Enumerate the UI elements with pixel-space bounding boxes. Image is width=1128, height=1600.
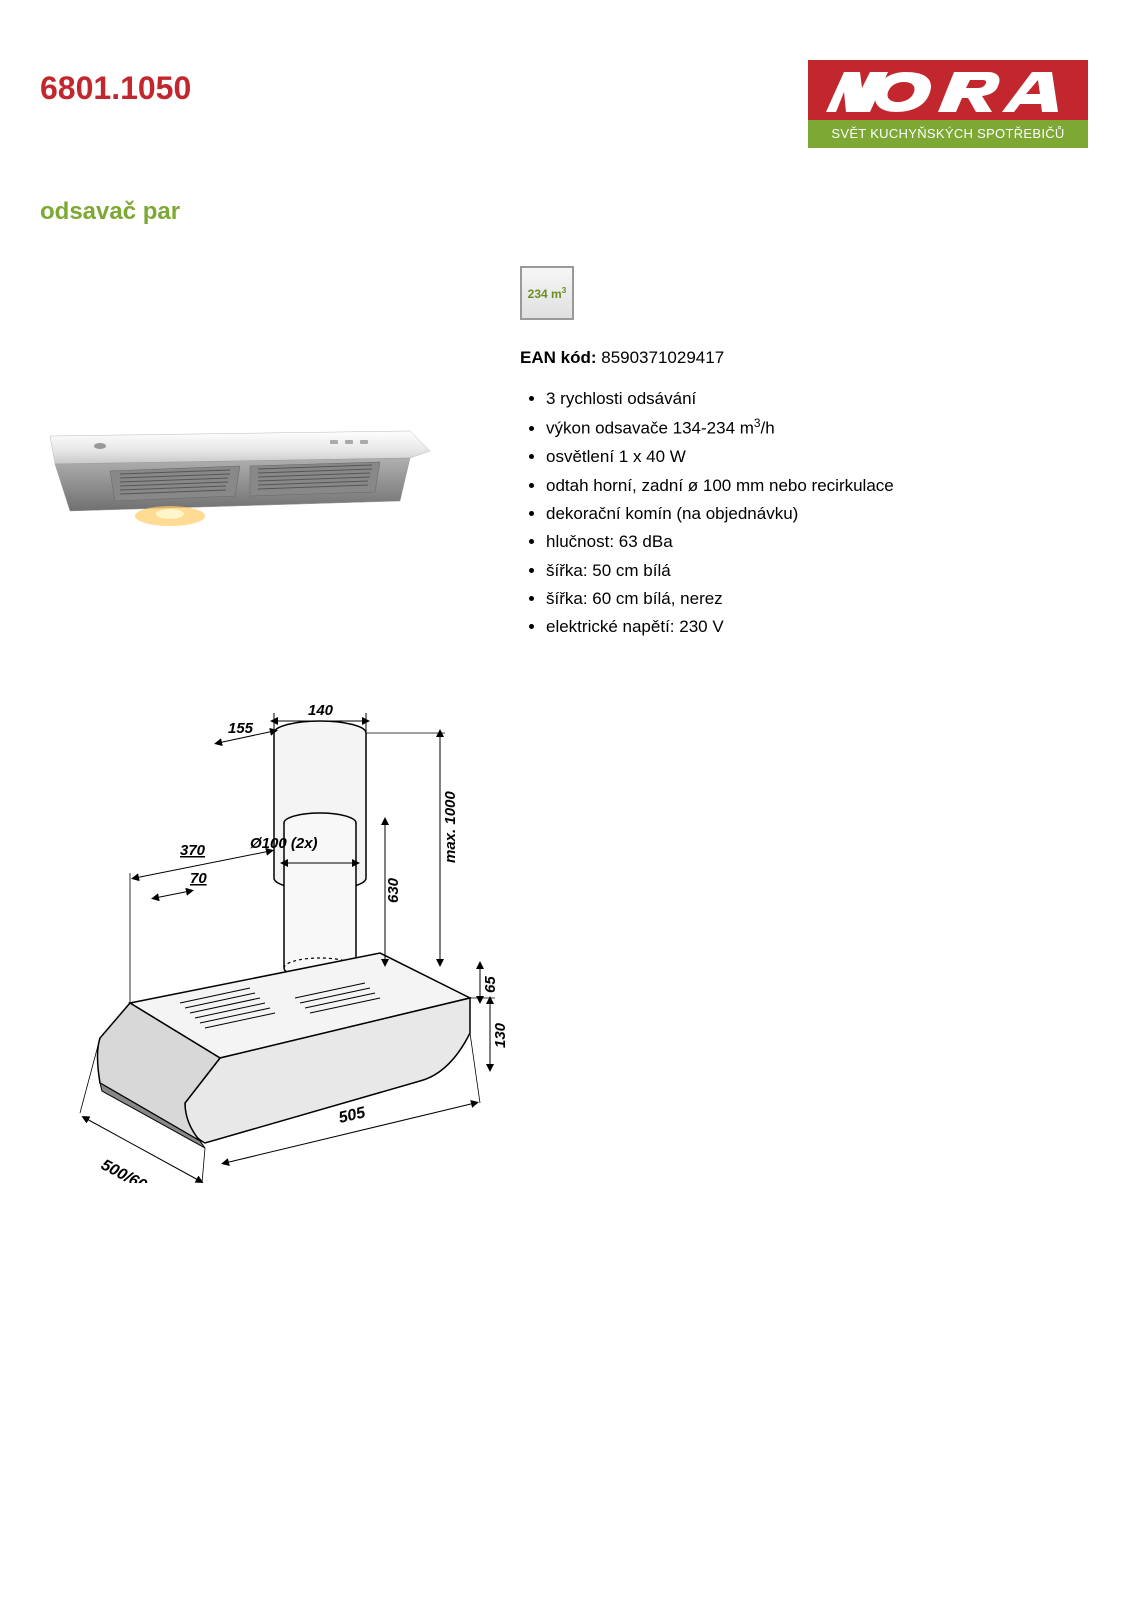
dim-width: 500/600 bbox=[98, 1156, 157, 1182]
product-code: 6801.1050 bbox=[40, 60, 191, 107]
product-photo bbox=[40, 416, 480, 551]
list-item: osvětlení 1 x 40 W bbox=[546, 444, 1088, 470]
list-item: šířka: 50 cm bílá bbox=[546, 558, 1088, 584]
list-item: dekorační komín (na objednávku) bbox=[546, 501, 1088, 527]
brand-tagline: SVĚT KUCHYŇSKÝCH SPOTŘEBIČŮ bbox=[808, 120, 1088, 148]
dim-max-h: max. 1000 bbox=[442, 790, 459, 862]
list-item: šířka: 60 cm bílá, nerez bbox=[546, 586, 1088, 612]
dim-length: 505 bbox=[337, 1104, 368, 1127]
dim-body-h: 65 bbox=[482, 975, 499, 992]
list-item: výkon odsavače 134-234 m3/h bbox=[546, 414, 1088, 442]
dim-top-offset: 155 bbox=[228, 720, 254, 737]
dim-diameter: Ø100 (2x) bbox=[250, 835, 318, 852]
ean-value: 8590371029417 bbox=[601, 348, 724, 367]
dim-chimney-h: 630 bbox=[385, 877, 402, 903]
brand-logo: SVĚT KUCHYŇSKÝCH SPOTŘEBIČŮ bbox=[808, 60, 1088, 148]
dimension-diagram: 140 155 Ø100 (2x) 370 70 630 max. 1000 6 bbox=[40, 703, 1088, 1188]
list-item: odtah horní, zadní ø 100 mm nebo recirku… bbox=[546, 473, 1088, 499]
ean-label: EAN kód: bbox=[520, 348, 597, 367]
mora-wordmark-icon bbox=[826, 70, 1070, 114]
dim-depth: 370 bbox=[180, 842, 206, 859]
badge-value: 234 m3 bbox=[528, 285, 567, 301]
list-item: elektrické napětí: 230 V bbox=[546, 614, 1088, 640]
dim-front-h: 130 bbox=[492, 1022, 509, 1048]
feature-list: 3 rychlosti odsávání výkon odsavače 134-… bbox=[520, 386, 1088, 641]
dim-lip: 70 bbox=[190, 870, 207, 887]
dim-top-width: 140 bbox=[308, 703, 334, 719]
list-item: 3 rychlosti odsávání bbox=[546, 386, 1088, 412]
product-subtitle: odsavač par bbox=[40, 198, 1088, 226]
ean-row: EAN kód: 8590371029417 bbox=[520, 348, 1088, 368]
list-item: hlučnost: 63 dBa bbox=[546, 529, 1088, 555]
capacity-badge: 234 m3 bbox=[520, 266, 574, 320]
